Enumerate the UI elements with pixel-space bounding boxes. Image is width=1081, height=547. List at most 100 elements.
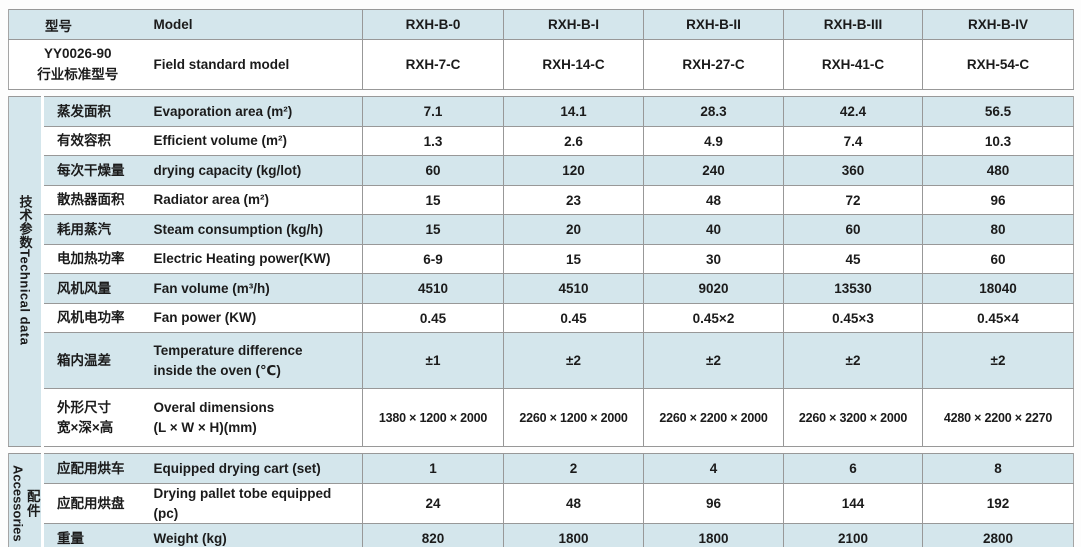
- param-name-cn: 风机电功率: [42, 303, 147, 333]
- spec-value: 48: [503, 483, 644, 525]
- table-row: 重量 Weight (kg) 820 1800 1800 2100 2800: [9, 523, 1074, 547]
- spec-value: 0.45: [362, 303, 504, 333]
- spec-value: 15: [503, 244, 644, 274]
- spec-value: ±2: [643, 332, 784, 389]
- param-name-cn: 箱内温差: [42, 332, 147, 389]
- spec-value: 60: [922, 244, 1074, 274]
- spec-value: 28.3: [643, 96, 784, 127]
- spec-value: 192: [922, 483, 1074, 525]
- group-label-en: Technical data: [17, 248, 33, 346]
- param-name-en: Fan power (KW): [146, 303, 363, 333]
- param-name-en: Evaporation area (m²): [146, 96, 363, 127]
- spec-value: 1: [362, 453, 504, 484]
- spec-value: 4510: [503, 273, 644, 304]
- spec-value: 1800: [643, 523, 784, 547]
- spec-value: 1.3: [362, 126, 504, 156]
- spec-table-technical-section: 技术参数Technical data 蒸发面积 Evaporation area…: [8, 96, 1074, 447]
- param-name-cn: 蒸发面积: [42, 96, 147, 127]
- param-name-cn: 风机风量: [42, 273, 147, 304]
- field-standard-value: RXH-14-C: [503, 39, 644, 90]
- spec-value: 14.1: [503, 96, 644, 127]
- spec-value: 96: [643, 483, 784, 525]
- field-standard-value: RXH-7-C: [362, 39, 504, 90]
- spec-value: 2260 × 1200 × 2000: [503, 388, 644, 447]
- spec-value: 480: [922, 155, 1074, 186]
- group-label-technical-data: 技术参数Technical data: [8, 96, 44, 447]
- spec-value: 0.45: [503, 303, 644, 333]
- spec-value: 360: [783, 155, 923, 186]
- table-row: 电加热功率 Electric Heating power(KW) 6-9 15 …: [9, 244, 1074, 274]
- param-name-en: Steam consumption (kg/h): [146, 214, 363, 245]
- group-label-en: Accessories: [10, 465, 26, 542]
- spec-value: 1800: [503, 523, 644, 547]
- group-label-accessories: Accessories 配件: [8, 453, 44, 547]
- spec-value: 4510: [362, 273, 504, 304]
- spec-value: 56.5: [922, 96, 1074, 127]
- field-standard-value: RXH-27-C: [643, 39, 784, 90]
- table-row: 风机风量 Fan volume (m³/h) 4510 4510 9020 13…: [9, 273, 1074, 304]
- param-name-cn: 有效容积: [42, 126, 147, 156]
- field-standard-label-en: Field standard model: [146, 39, 363, 90]
- spec-value: 2100: [783, 523, 923, 547]
- spec-value: 80: [922, 214, 1074, 245]
- table-row: 外形尺寸 宽×深×高 Overal dimensions (L × W × H)…: [9, 388, 1074, 447]
- spec-value: 820: [362, 523, 504, 547]
- table-row: 散热器面积 Radiator area (m²) 15 23 48 72 96: [9, 185, 1074, 215]
- spec-value: 60: [783, 214, 923, 245]
- spec-table-header-section: 型号 Model RXH-B-0 RXH-B-I RXH-B-II RXH-B-…: [8, 9, 1074, 90]
- spec-value: 23: [503, 185, 644, 215]
- model-value: RXH-B-I: [503, 9, 644, 40]
- spec-value: 8: [922, 453, 1074, 484]
- spec-table-accessories-section: Accessories 配件 应配用烘车 Equipped drying car…: [8, 453, 1074, 547]
- spec-value: 40: [643, 214, 784, 245]
- param-name-en: Weight (kg): [146, 523, 363, 547]
- spec-value: 45: [783, 244, 923, 274]
- spec-value: 0.45×4: [922, 303, 1074, 333]
- table-row: 风机电功率 Fan power (KW) 0.45 0.45 0.45×2 0.…: [9, 303, 1074, 333]
- field-standard-value: RXH-41-C: [783, 39, 923, 90]
- model-label-cn: 型号: [8, 9, 147, 40]
- group-label-cn: 技术参数: [17, 194, 33, 249]
- spec-value: 24: [362, 483, 504, 525]
- param-name-en: Radiator area (m²): [146, 185, 363, 215]
- spec-value: 4: [643, 453, 784, 484]
- param-name-en: Fan volume (m³/h): [146, 273, 363, 304]
- param-name-en: Equipped drying cart (set): [146, 453, 363, 484]
- table-row: 有效容积 Efficient volume (m²) 1.3 2.6 4.9 7…: [9, 126, 1074, 156]
- spec-value: 10.3: [922, 126, 1074, 156]
- table-row-field-standard-model: YY0026-90 行业标准型号 Field standard model RX…: [8, 39, 1074, 90]
- param-name-en: drying capacity (kg/lot): [146, 155, 363, 186]
- spec-value: 9020: [643, 273, 784, 304]
- table-row: 应配用烘盘 Drying pallet tobe equipped (pc) 2…: [9, 483, 1074, 525]
- param-name-en: Electric Heating power(KW): [146, 244, 363, 274]
- spec-value: 30: [643, 244, 784, 274]
- table-row: 每次干燥量 drying capacity (kg/lot) 60 120 24…: [9, 155, 1074, 186]
- param-name-cn: 应配用烘车: [42, 453, 147, 484]
- param-name-cn: 应配用烘盘: [42, 483, 147, 525]
- model-value: RXH-B-IV: [922, 9, 1074, 40]
- param-name-en: Temperature difference inside the oven (…: [146, 332, 363, 389]
- field-standard-value: RXH-54-C: [922, 39, 1074, 90]
- spec-value: 2: [503, 453, 644, 484]
- spec-value: 0.45×2: [643, 303, 784, 333]
- spec-value: 96: [922, 185, 1074, 215]
- table-row: Accessories 配件 应配用烘车 Equipped drying car…: [8, 453, 1074, 547]
- table-row: 耗用蒸汽 Steam consumption (kg/h) 15 20 40 6…: [9, 214, 1074, 245]
- spec-value: ±2: [503, 332, 644, 389]
- spec-value: 2.6: [503, 126, 644, 156]
- param-name-en: Overal dimensions (L × W × H)(mm): [146, 388, 363, 447]
- spec-value: ±2: [922, 332, 1074, 389]
- group-label-cn: 配件: [24, 489, 40, 519]
- spec-value: 240: [643, 155, 784, 186]
- param-name-cn: 重量: [42, 523, 147, 547]
- spec-value: 15: [362, 185, 504, 215]
- table-row-model: 型号 Model RXH-B-0 RXH-B-I RXH-B-II RXH-B-…: [8, 9, 1074, 40]
- model-value: RXH-B-III: [783, 9, 923, 40]
- spec-value: ±2: [783, 332, 923, 389]
- spec-value: 144: [783, 483, 923, 525]
- param-name-cn: 散热器面积: [42, 185, 147, 215]
- spec-value: 4280 × 2200 × 2270: [922, 388, 1074, 447]
- param-name-en: Efficient volume (m²): [146, 126, 363, 156]
- spec-value: 15: [362, 214, 504, 245]
- spec-value: 2800: [922, 523, 1074, 547]
